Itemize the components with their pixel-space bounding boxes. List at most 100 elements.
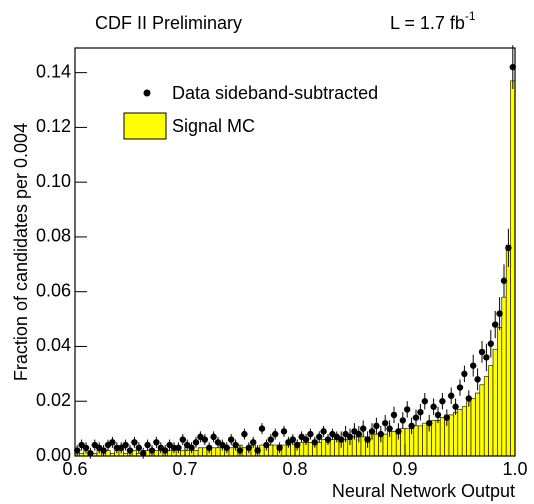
histogram-bar	[193, 450, 199, 457]
histogram-bar	[461, 406, 467, 457]
x-axis-label: Neural Network Output	[332, 481, 515, 501]
data-point	[373, 422, 380, 430]
histogram-bar	[479, 384, 485, 457]
histogram-bar	[483, 376, 489, 457]
data-point	[122, 441, 129, 449]
histogram-bar	[475, 392, 481, 457]
histogram-bar	[501, 296, 507, 457]
data-point	[505, 244, 512, 252]
data-point	[456, 384, 464, 391]
data-point	[170, 444, 178, 451]
data-point	[417, 408, 424, 416]
data-point	[316, 433, 323, 441]
data-point	[465, 395, 472, 402]
data-point	[232, 441, 239, 449]
data-point	[395, 428, 402, 435]
x-tick-label: 0.9	[392, 459, 417, 479]
histogram-bar	[505, 244, 511, 457]
data-point	[206, 444, 213, 451]
legend-marker	[143, 89, 151, 97]
histogram-bar	[180, 450, 186, 457]
data-point	[162, 447, 169, 454]
data-point	[201, 436, 208, 443]
data-point	[452, 403, 459, 410]
data-point	[276, 444, 283, 451]
legend-swatch	[123, 112, 167, 140]
histogram-bar	[439, 417, 445, 457]
histogram-bar	[382, 433, 388, 457]
data-point	[109, 439, 116, 446]
header-left: CDF II Preliminary	[95, 13, 242, 33]
data-point	[302, 436, 310, 443]
histogram-bar	[413, 425, 419, 457]
data-point	[179, 436, 186, 443]
data-point	[87, 450, 94, 457]
histogram-bar	[457, 409, 463, 457]
data-point	[250, 439, 257, 446]
data-point	[483, 354, 490, 361]
y-tick-label: 0.10	[36, 171, 71, 191]
histogram-bar	[268, 444, 274, 457]
histogram-bar	[492, 348, 498, 457]
histogram-bar	[431, 420, 437, 457]
data-point	[355, 430, 362, 438]
legend-label: Signal MC	[172, 116, 255, 136]
histogram-bar	[510, 80, 516, 457]
y-axis-label: Fraction of candidates per 0.004	[11, 123, 31, 381]
data-point	[399, 417, 406, 424]
histogram-bar	[373, 433, 379, 457]
histogram-bar	[184, 450, 190, 457]
histogram-bar	[307, 442, 313, 457]
data-point	[267, 436, 274, 443]
legend-label: Data sideband-subtracted	[172, 83, 378, 103]
data-point	[426, 419, 433, 427]
data-point	[390, 411, 398, 419]
data-point	[377, 430, 384, 438]
data-point	[153, 439, 160, 446]
y-tick-label: 0.14	[36, 61, 71, 81]
histogram-bar	[417, 425, 423, 457]
data-point	[386, 425, 393, 432]
data-point	[131, 439, 138, 446]
data-point	[188, 444, 195, 451]
data-point	[210, 433, 217, 441]
data-point	[320, 428, 327, 435]
data-point	[280, 428, 288, 435]
data-point	[443, 414, 450, 421]
data-point	[470, 362, 477, 369]
data-point	[192, 439, 200, 446]
data-point	[148, 447, 156, 454]
histogram-bar	[404, 428, 410, 457]
data-point	[500, 277, 508, 284]
data-point	[478, 348, 486, 356]
data-point	[492, 321, 499, 328]
data-point	[144, 441, 151, 449]
x-tick-label: 0.7	[172, 459, 197, 479]
histogram-bar	[488, 365, 494, 457]
histogram-bar	[422, 422, 428, 457]
histogram-bar	[316, 442, 322, 457]
y-tick-label: 0.02	[36, 390, 71, 410]
data-point	[421, 398, 428, 405]
data-point	[487, 340, 494, 347]
data-point	[245, 444, 252, 451]
histogram-bar	[351, 436, 357, 457]
data-point	[307, 430, 314, 438]
data-point	[140, 450, 147, 457]
header-right: L = 1.7 fb-1	[390, 9, 476, 33]
data-point	[404, 406, 411, 413]
y-tick-label: 0.00	[36, 445, 71, 465]
y-tick-label: 0.08	[36, 226, 71, 246]
data-point	[294, 441, 301, 449]
data-point	[439, 398, 446, 405]
histogram-bar	[215, 447, 221, 457]
data-point	[382, 419, 389, 427]
histogram-bar	[466, 400, 472, 457]
data-point	[434, 411, 442, 419]
histogram-bar	[497, 327, 503, 457]
luminosity-exponent: -1	[465, 9, 476, 23]
data-point	[368, 428, 376, 435]
data-point	[126, 447, 134, 454]
data-point	[496, 310, 503, 317]
